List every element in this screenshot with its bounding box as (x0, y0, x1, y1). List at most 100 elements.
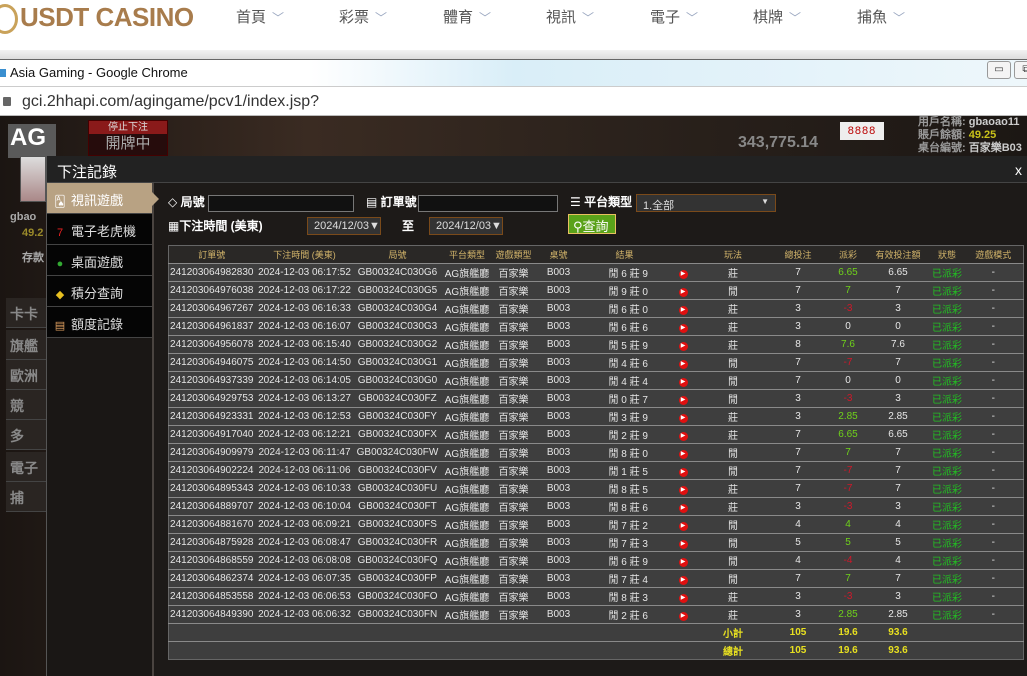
table-row: 241203064929753 2024-12-03 06:13:27 GB0032… (168, 389, 1024, 408)
nav-item[interactable]: 電子 ﹀ (650, 6, 698, 27)
game-menu-item[interactable]: 電子 (6, 452, 46, 482)
query-button[interactable]: ⚲查詢 (568, 214, 616, 234)
valid-bet: 2.85 (865, 407, 931, 426)
payout: 6.65 (830, 263, 866, 282)
table-row: 241203064895343 2024-12-03 06:10:33 GB0032… (168, 479, 1024, 498)
column-header (665, 245, 701, 264)
round-no: GB00324C030G1 (354, 353, 441, 372)
payout: -3 (830, 389, 866, 408)
sidebar-item[interactable]: ▤ 額度記錄 (47, 307, 152, 338)
order-input[interactable] (418, 195, 558, 212)
game-type: 百家樂 (493, 569, 534, 588)
order-no: 241203064946075 (168, 353, 255, 372)
play-video-icon[interactable]: ▶ (678, 575, 688, 585)
empty-cell (440, 641, 494, 660)
play-video-icon[interactable]: ▶ (678, 431, 688, 441)
platform-select[interactable]: 1.全部 ▼ (636, 194, 776, 212)
nav-item[interactable]: 視訊 ﹀ (546, 6, 594, 27)
game-menu-item[interactable]: 卡卡 (6, 298, 46, 328)
play-video-icon[interactable]: ▶ (678, 287, 688, 297)
payout: -7 (830, 479, 866, 498)
nav-item[interactable]: 棋牌 ﹀ (753, 6, 801, 27)
nav-item[interactable]: 體育 ﹀ (443, 6, 491, 27)
play-video-icon[interactable]: ▶ (678, 449, 688, 459)
game-menu-item[interactable]: 歐洲 (6, 360, 46, 390)
play-video-icon[interactable]: ▶ (678, 611, 688, 621)
sidebar-item[interactable]: ◆ 積分查詢 (47, 276, 152, 307)
date-from-select[interactable]: 2024/12/03▼ (307, 217, 381, 235)
play-video-icon[interactable]: ▶ (678, 395, 688, 405)
payout: 7 (830, 443, 866, 462)
nav-item[interactable]: 首頁 ﹀ (236, 6, 284, 27)
nav-item[interactable]: 捕魚 ﹀ (857, 6, 905, 27)
bet-table: 訂單號 下注時間 (美東) 局號 平台類型 遊戲類型 桌號 結果 玩法 總投注 派彩 有效投注額 狀態… (168, 245, 1024, 660)
video-cell: ▶ (665, 569, 701, 588)
play-video-icon[interactable]: ▶ (678, 593, 688, 603)
valid-bet: 5 (865, 533, 931, 552)
sidebar-item[interactable]: 7 電子老虎機 (47, 214, 152, 245)
game-mode: - (963, 587, 1024, 606)
result: 閒 6 莊 6 (583, 317, 666, 336)
empty-cell (168, 623, 255, 642)
round-input[interactable] (208, 195, 354, 212)
game-menu-item[interactable]: 多 (6, 420, 46, 450)
play-video-icon[interactable]: ▶ (678, 485, 688, 495)
order-no: 241203064937339 (168, 371, 255, 390)
valid-bet: 6.65 (865, 425, 931, 444)
play-video-icon[interactable]: ▶ (678, 467, 688, 477)
game-mode: - (963, 533, 1024, 552)
total-bet: 7 (765, 479, 831, 498)
play-video-icon[interactable]: ▶ (678, 521, 688, 531)
order-no: 241203064889707 (168, 497, 255, 516)
valid-bet: 0 (865, 317, 931, 336)
platform: AG旗艦廳 (440, 371, 494, 390)
play-video-icon[interactable]: ▶ (678, 413, 688, 423)
cards-icon: 🂡 (54, 196, 66, 208)
round-no: GB00324C030FR (354, 533, 441, 552)
play-video-icon[interactable]: ▶ (678, 359, 688, 369)
play-video-icon[interactable]: ▶ (678, 557, 688, 567)
bet-time: 2024-12-03 06:10:33 (254, 479, 355, 498)
nav-item[interactable]: 彩票 ﹀ (339, 6, 387, 27)
minimize-button[interactable]: ▭ (987, 61, 1011, 79)
status: 已派彩 (930, 281, 964, 300)
platform: AG旗艦廳 (440, 479, 494, 498)
play-video-icon[interactable]: ▶ (678, 269, 688, 279)
sidebar-item[interactable]: ● 桌面遊戲 (47, 245, 152, 276)
search-icon: ⚲ (573, 219, 583, 234)
maximize-button[interactable]: ⧉ (1014, 61, 1027, 79)
valid-bet: 3 (865, 497, 931, 516)
order-label: ▤ 訂單號 (366, 195, 417, 209)
result: 閒 6 莊 0 (583, 299, 666, 318)
play-video-icon[interactable]: ▶ (678, 503, 688, 513)
platform: AG旗艦廳 (440, 443, 494, 462)
game-type: 百家樂 (493, 551, 534, 570)
play-video-icon[interactable]: ▶ (678, 305, 688, 315)
status: 已派彩 (930, 407, 964, 426)
sidebar-item[interactable]: 🂡 視訊遊戲 (47, 183, 159, 214)
game-menu-item[interactable]: 捕 (6, 482, 46, 512)
game-menu-item[interactable]: 競 (6, 390, 46, 420)
table-no: B003 (533, 335, 584, 354)
address-bar[interactable]: gci.2hhapi.com/agingame/pcv1/index.jsp? (0, 86, 1027, 116)
column-header: 桌號 (533, 245, 584, 264)
status: 已派彩 (930, 443, 964, 462)
table-row: 241203064902224 2024-12-03 06:11:06 GB0032… (168, 461, 1024, 480)
empty-cell (354, 641, 441, 660)
play-video-icon[interactable]: ▶ (678, 539, 688, 549)
game-menu-item[interactable]: 旗艦 (6, 330, 46, 360)
valid-bet: 4 (865, 515, 931, 534)
play-video-icon[interactable]: ▶ (678, 341, 688, 351)
site-logo[interactable]: USDT CASINO (0, 2, 194, 35)
table-no: B003 (533, 281, 584, 300)
deposit-link[interactable]: 存款 (22, 252, 44, 264)
result: 閒 7 莊 3 (583, 533, 666, 552)
round-no: GB00324C030FW (354, 443, 441, 462)
payout: -7 (830, 353, 866, 372)
play-video-icon[interactable]: ▶ (678, 323, 688, 333)
date-to-select[interactable]: 2024/12/03▼ (429, 217, 503, 235)
close-icon[interactable]: x (1015, 162, 1022, 178)
round-no: GB00324C030FX (354, 425, 441, 444)
order-no: 241203064923331 (168, 407, 255, 426)
play-video-icon[interactable]: ▶ (678, 377, 688, 387)
